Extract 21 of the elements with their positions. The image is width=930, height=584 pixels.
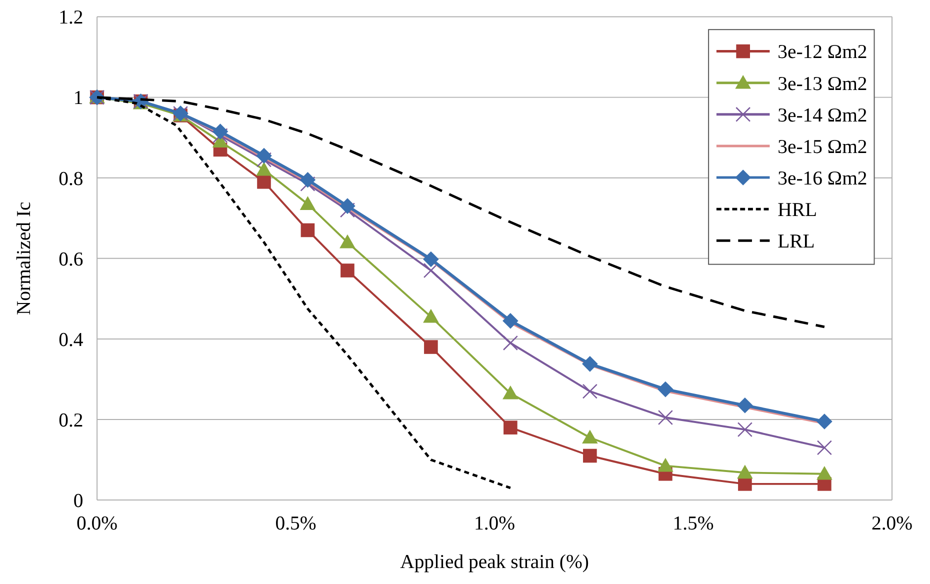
y-tick-label: 0.8: [58, 168, 84, 190]
legend-label: 3e-15 Ωm2: [778, 136, 868, 158]
y-tick-label: 0.4: [58, 328, 84, 351]
y-tick-label: 0: [73, 490, 84, 512]
x-tick-label: 0.0%: [76, 512, 118, 535]
legend-label: 3e-16 Ωm2: [778, 167, 868, 190]
legend-label: 3e-13 Ωm2: [778, 72, 868, 95]
legend-label: 3e-12 Ωm2: [778, 41, 868, 64]
y-tick-label: 0.2: [58, 409, 84, 432]
x-axis-title: Applied peak strain (%): [400, 551, 589, 574]
legend-label: LRL: [778, 230, 815, 253]
y-tick-label: 1.2: [58, 6, 84, 29]
y-tick-label: 0.6: [58, 248, 84, 270]
legend-label: HRL: [778, 199, 818, 221]
y-axis-title: Normalized Ic: [12, 202, 35, 316]
y-tick-label: 1: [73, 87, 84, 110]
x-tick-label: 2.0%: [871, 512, 913, 535]
x-tick-label: 0.5%: [275, 512, 316, 535]
x-tick-label: 1.0%: [474, 512, 516, 535]
x-tick-label: 1.5%: [672, 512, 714, 535]
legend-label: 3e-14 Ωm2: [778, 104, 868, 126]
